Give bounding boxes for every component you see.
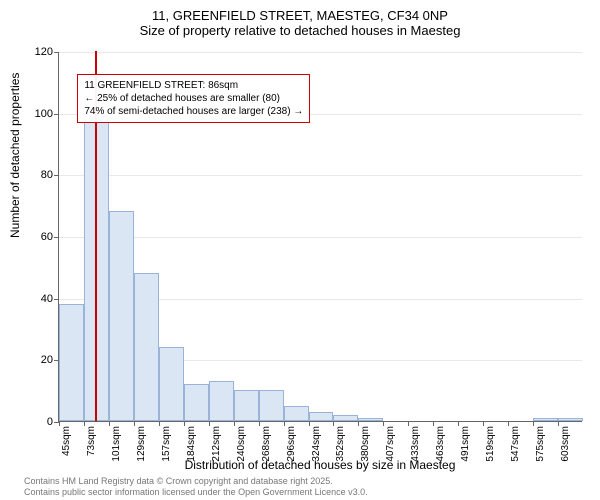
histogram-bar (309, 412, 334, 421)
x-tick-label: 184sqm (186, 426, 197, 462)
x-tick-label: 380sqm (360, 426, 371, 462)
x-tick-label: 491sqm (460, 426, 471, 462)
y-gridline (59, 52, 582, 53)
x-tick-mark (184, 421, 185, 426)
x-tick-label: 324sqm (311, 426, 322, 462)
histogram-bar (59, 304, 84, 421)
footer-text: Contains HM Land Registry data © Crown c… (24, 476, 368, 498)
histogram-bar (358, 418, 383, 421)
histogram-bar (134, 273, 159, 421)
x-tick-mark (458, 421, 459, 426)
annotation-line3: 74% of semi-detached houses are larger (… (84, 105, 303, 118)
histogram-bar (184, 384, 209, 421)
x-tick-label: 240sqm (236, 426, 247, 462)
x-tick-mark (134, 421, 135, 426)
x-tick-label: 212sqm (211, 426, 222, 462)
x-tick-label: 433sqm (410, 426, 421, 462)
x-axis-label: Distribution of detached houses by size … (58, 458, 582, 472)
x-tick-label: 157sqm (161, 426, 172, 462)
y-axis-label: Number of detached properties (8, 73, 22, 238)
x-tick-label: 603sqm (560, 426, 571, 462)
footer-line2: Contains public sector information licen… (24, 487, 368, 498)
x-tick-mark (433, 421, 434, 426)
x-tick-mark (259, 421, 260, 426)
footer-line1: Contains HM Land Registry data © Crown c… (24, 476, 368, 487)
x-tick-mark (309, 421, 310, 426)
x-tick-mark (159, 421, 160, 426)
x-tick-mark (483, 421, 484, 426)
chart-container: 11, GREENFIELD STREET, MAESTEG, CF34 0NP… (0, 8, 600, 500)
x-tick-mark (59, 421, 60, 426)
x-tick-mark (533, 421, 534, 426)
annotation-box: 11 GREENFIELD STREET: 86sqm← 25% of deta… (77, 74, 310, 123)
x-tick-mark (408, 421, 409, 426)
chart-title-line2: Size of property relative to detached ho… (0, 23, 600, 38)
histogram-bar (159, 347, 184, 421)
x-tick-mark (358, 421, 359, 426)
histogram-bar (259, 390, 284, 421)
x-tick-label: 519sqm (485, 426, 496, 462)
x-tick-mark (109, 421, 110, 426)
histogram-bar (234, 390, 259, 421)
x-tick-label: 296sqm (286, 426, 297, 462)
plot-area: 02040608010012045sqm73sqm101sqm129sqm157… (58, 52, 582, 422)
histogram-bar (209, 381, 234, 421)
y-gridline (59, 175, 582, 176)
x-tick-mark (333, 421, 334, 426)
histogram-bar (109, 211, 134, 421)
x-tick-mark (84, 421, 85, 426)
x-tick-label: 268sqm (261, 426, 272, 462)
chart-title-line1: 11, GREENFIELD STREET, MAESTEG, CF34 0NP (0, 8, 600, 23)
x-tick-label: 463sqm (435, 426, 446, 462)
histogram-bar (558, 418, 583, 421)
histogram-bar (533, 418, 558, 421)
annotation-line1: 11 GREENFIELD STREET: 86sqm (84, 79, 303, 92)
x-tick-label: 45sqm (61, 426, 72, 456)
x-tick-mark (209, 421, 210, 426)
x-tick-mark (558, 421, 559, 426)
x-tick-mark (284, 421, 285, 426)
x-tick-label: 73sqm (86, 426, 97, 456)
x-tick-mark (508, 421, 509, 426)
x-tick-label: 352sqm (335, 426, 346, 462)
histogram-bar (333, 415, 358, 421)
x-tick-mark (383, 421, 384, 426)
x-tick-label: 101sqm (111, 426, 122, 462)
x-tick-label: 575sqm (535, 426, 546, 462)
histogram-bar (284, 406, 309, 421)
annotation-line2: ← 25% of detached houses are smaller (80… (84, 92, 303, 105)
x-tick-mark (234, 421, 235, 426)
x-tick-label: 407sqm (385, 426, 396, 462)
x-tick-label: 547sqm (510, 426, 521, 462)
y-gridline (59, 237, 582, 238)
x-tick-label: 129sqm (136, 426, 147, 462)
